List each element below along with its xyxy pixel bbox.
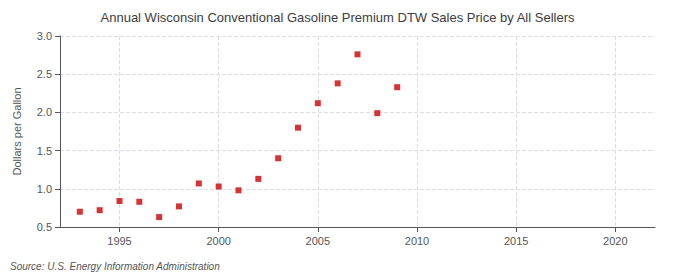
svg-text:3.0: 3.0 <box>37 30 52 42</box>
svg-text:2.5: 2.5 <box>37 68 52 80</box>
svg-text:Dollars per Gallon: Dollars per Gallon <box>11 87 23 175</box>
svg-text:2020: 2020 <box>603 235 627 247</box>
svg-text:Source: U.S. Energy Informatio: Source: U.S. Energy Information Administ… <box>10 261 220 272</box>
svg-text:2000: 2000 <box>206 235 230 247</box>
svg-text:2.0: 2.0 <box>37 106 52 118</box>
svg-text:1.5: 1.5 <box>37 145 52 157</box>
svg-text:2010: 2010 <box>405 235 429 247</box>
svg-text:2005: 2005 <box>306 235 330 247</box>
svg-text:1995: 1995 <box>107 235 131 247</box>
svg-text:Annual Wisconsin Conventional: Annual Wisconsin Conventional Gasoline P… <box>101 10 575 25</box>
svg-text:1.0: 1.0 <box>37 183 52 195</box>
svg-text:2015: 2015 <box>504 235 528 247</box>
svg-text:0.5: 0.5 <box>37 221 52 233</box>
